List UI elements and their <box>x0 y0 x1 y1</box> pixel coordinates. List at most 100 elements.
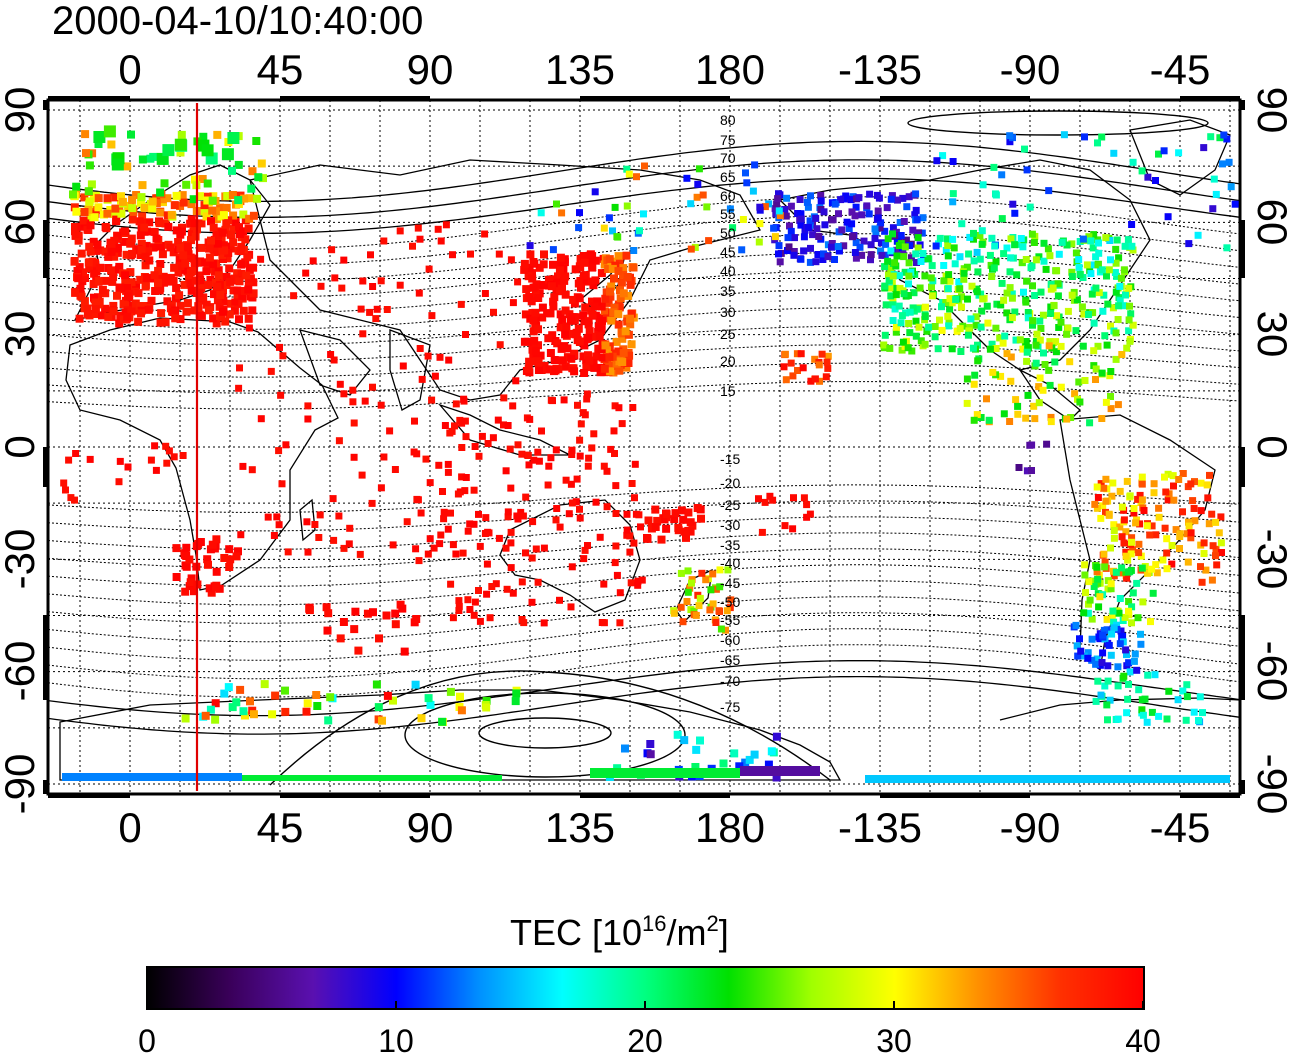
tec-cell <box>1102 398 1110 406</box>
top-lon-label: 45 <box>257 46 304 93</box>
tec-cell <box>1164 470 1172 478</box>
tec-cell <box>811 375 819 383</box>
tec-cell <box>1223 244 1231 252</box>
tec-cell <box>601 341 610 350</box>
tec-cell <box>1133 579 1141 587</box>
tec-cell <box>1122 291 1129 299</box>
tec-cell <box>209 260 217 269</box>
tec-cell <box>111 204 120 213</box>
tec-cell <box>156 188 165 197</box>
tec-cell <box>182 307 191 316</box>
tec-cell <box>142 241 151 250</box>
tec-cell <box>172 573 181 581</box>
tec-cell <box>942 299 950 306</box>
tec-cell <box>177 130 186 139</box>
tec-cell <box>677 506 686 515</box>
tec-cell <box>1044 245 1052 253</box>
tec-cell <box>767 747 776 756</box>
tec-cell <box>449 251 456 259</box>
tec-cell <box>278 480 286 488</box>
tec-cell <box>1072 327 1080 335</box>
tec-cell <box>615 259 624 268</box>
tec-cell <box>428 396 436 404</box>
tec-cell <box>771 233 779 241</box>
tec-cell <box>136 198 145 207</box>
tec-cell <box>190 587 198 596</box>
tec-cell <box>538 313 547 322</box>
tec-cell <box>1179 470 1187 477</box>
tec-cell <box>187 286 196 295</box>
tec-cell <box>584 351 592 360</box>
right-lat-label: 0 <box>1249 435 1292 458</box>
tec-cell <box>692 745 701 754</box>
tec-cell <box>978 240 986 248</box>
tec-cell <box>522 549 529 557</box>
tec-cell <box>1107 585 1115 593</box>
tec-cell <box>226 244 235 253</box>
tec-cell <box>1090 261 1098 269</box>
tec-cell <box>1011 209 1019 217</box>
tec-cell <box>635 511 643 519</box>
tec-cell <box>956 253 964 261</box>
tec-cell <box>1040 257 1048 265</box>
tec-cell <box>882 240 890 248</box>
tec-cell <box>709 600 717 608</box>
tec-cell <box>1026 203 1034 211</box>
tec-cell <box>181 259 190 268</box>
tec-cell <box>817 197 825 205</box>
tec-cell <box>609 308 618 317</box>
tec-cell <box>372 315 380 323</box>
left-lat-label: -60 <box>0 641 43 702</box>
tec-cell <box>644 516 653 525</box>
tec-cell <box>524 452 532 459</box>
tec-cell <box>614 347 623 356</box>
tec-cell <box>115 319 124 328</box>
tec-cell <box>528 554 536 562</box>
tec-cell <box>896 284 904 292</box>
tec-cell <box>84 187 93 196</box>
tec-cell <box>880 341 888 349</box>
tec-cell <box>1022 256 1030 263</box>
tec-cell <box>86 247 95 256</box>
tec-cell <box>944 312 952 320</box>
tec-cell <box>529 518 537 526</box>
tec-cell <box>1047 280 1055 288</box>
tec-cell <box>687 200 695 208</box>
tec-cell <box>580 555 588 563</box>
tec-cell <box>126 239 135 248</box>
tec-cell <box>161 318 170 327</box>
contour-line <box>48 500 1240 532</box>
tec-cell <box>976 255 984 263</box>
tec-cell <box>1196 693 1204 701</box>
tec-cell <box>254 173 263 182</box>
tec-cell <box>1101 558 1109 566</box>
tec-cell <box>1029 321 1036 329</box>
tec-cell <box>918 229 926 237</box>
tec-cell <box>367 251 374 259</box>
tec-cell <box>638 576 646 584</box>
tec-cell <box>1085 233 1093 241</box>
tec-cell <box>1108 630 1116 638</box>
tec-cell <box>164 277 173 286</box>
tec-cell <box>1068 273 1076 280</box>
tec-cell <box>545 462 553 470</box>
tec-cell <box>249 211 258 220</box>
tec-cell <box>138 181 147 190</box>
tec-cell <box>680 527 689 536</box>
tec-cell <box>150 227 159 236</box>
tec-cell <box>977 323 985 331</box>
tec-cell <box>946 295 954 303</box>
tec-cell <box>949 235 957 243</box>
tec-cell <box>1143 718 1151 726</box>
tec-cell <box>1078 303 1086 311</box>
tec-cell <box>231 298 239 306</box>
tec-cell <box>447 509 454 517</box>
tec-cell <box>813 225 821 233</box>
tec-cell <box>561 272 570 281</box>
tec-cell <box>1090 231 1098 239</box>
contour-label: 50 <box>720 225 736 241</box>
tec-cell <box>1200 539 1208 547</box>
tec-cell <box>1122 548 1130 556</box>
tec-cell <box>1217 539 1225 547</box>
bottom-lon-label: -90 <box>1000 804 1061 851</box>
